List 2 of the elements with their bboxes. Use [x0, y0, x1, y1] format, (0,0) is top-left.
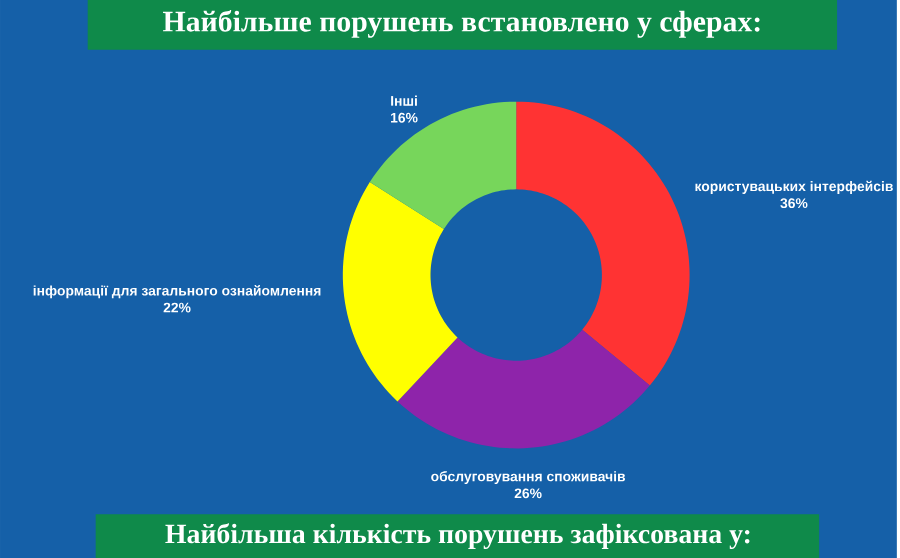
chart-title: Найбільше порушень встановлено у сферах: [163, 10, 760, 38]
text: Найбільша кількість порушень зафіксована у: [165, 523, 750, 550]
